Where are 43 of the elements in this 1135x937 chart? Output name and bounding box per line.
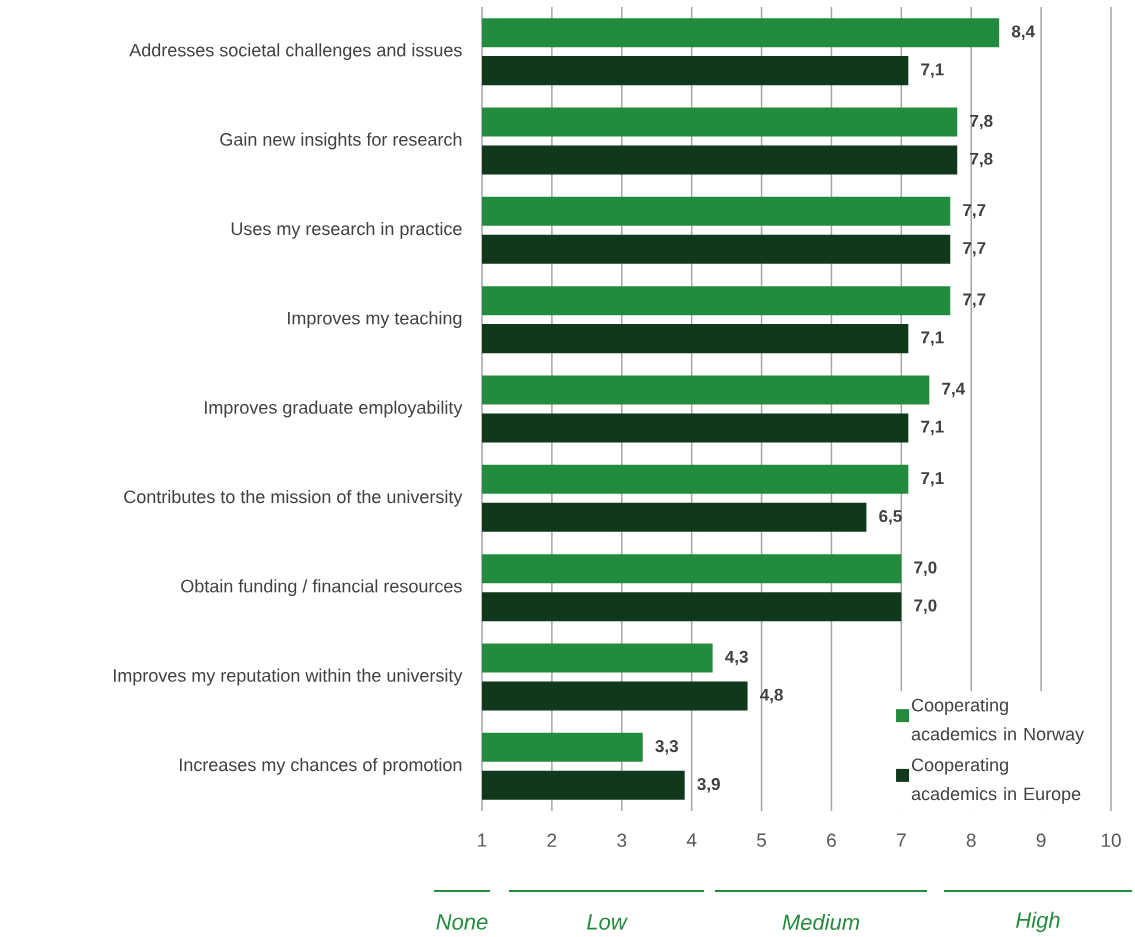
y-tick-label: Uses my research in practice bbox=[231, 221, 462, 239]
y-tick-label: Increases my chances of promotion bbox=[179, 757, 462, 775]
data-label: 7,8 bbox=[970, 152, 993, 168]
y-tick-label: Contributes to the mission of the university bbox=[124, 489, 463, 507]
text: Low bbox=[587, 914, 628, 930]
data-label: 7,0 bbox=[914, 599, 937, 614]
y-tick-label: Improves graduate employability bbox=[205, 400, 463, 418]
legend-label: Cooperating academics in Europe bbox=[911, 758, 1081, 804]
data-label: 7,7 bbox=[963, 293, 986, 308]
data-label: 3,9 bbox=[697, 778, 720, 793]
x-tick-label: 6 bbox=[827, 833, 836, 847]
x-tick-label: 4 bbox=[686, 833, 697, 847]
x-tick-label: 1 bbox=[478, 833, 487, 847]
data-label: 8,4 bbox=[1011, 25, 1035, 40]
data-label: 7,7 bbox=[963, 242, 986, 257]
x-tick-label: 3 bbox=[617, 833, 627, 847]
y-tick-label: Obtain funding / financial resources bbox=[181, 579, 462, 597]
y-tick-label: Addresses societal challenges and issues bbox=[129, 43, 462, 61]
text: High bbox=[1016, 911, 1060, 933]
x-tick-label: 9 bbox=[1036, 833, 1046, 847]
text: None bbox=[436, 914, 488, 930]
data-label: 6,5 bbox=[879, 510, 902, 525]
y-tick-label: Improves my reputation within the university bbox=[113, 668, 463, 686]
y-tick-label: Gain new insights for research bbox=[220, 132, 462, 150]
x-tick-label: 5 bbox=[757, 833, 767, 847]
data-label: 7,4 bbox=[942, 382, 966, 398]
data-label: 7,1 bbox=[921, 331, 944, 346]
data-label: 7,8 bbox=[970, 114, 993, 130]
x-tick-label: 2 bbox=[547, 833, 557, 847]
data-label: 7,1 bbox=[921, 63, 944, 78]
text: Medium bbox=[782, 913, 860, 931]
data-label: 7,1 bbox=[921, 420, 944, 436]
data-label: 4,3 bbox=[725, 650, 748, 666]
data-label: 4,8 bbox=[760, 688, 783, 704]
data-label: 7,7 bbox=[963, 204, 986, 219]
x-tick-label: 8 bbox=[966, 833, 976, 847]
y-tick-label: Improves my teaching bbox=[288, 311, 462, 329]
data-label: 3,3 bbox=[655, 740, 678, 755]
data-label: 7,1 bbox=[921, 472, 944, 487]
data-label: 7,0 bbox=[914, 561, 937, 576]
x-tick-label: 7 bbox=[897, 833, 906, 847]
legend-label: Cooperating academics in Norway bbox=[911, 698, 1085, 745]
x-tick-label: 10 bbox=[1101, 833, 1121, 847]
